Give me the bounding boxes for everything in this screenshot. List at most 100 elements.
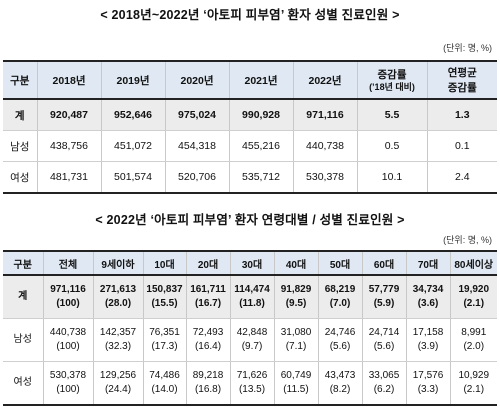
table-cell: 952,646: [100, 99, 165, 131]
table2-row-total: 계 971,116 (100) 271,613 (28.0) 150,837 (15.5) 1…: [3, 275, 497, 319]
cell-count: 142,357: [99, 327, 137, 338]
row-label: 남성: [3, 318, 43, 362]
table1-header: 2018년: [36, 60, 101, 100]
table-cell: 451,072: [100, 130, 165, 162]
cell-percent: (11.5): [283, 384, 309, 395]
table-cell: 0.5: [356, 130, 427, 162]
cell-count: 57,779: [368, 284, 400, 295]
table2-header-row: 구분 전체 9세이하 10대 20대 30대 40대 50대 60대 70대 8…: [3, 250, 497, 276]
table-cell: 0.1: [426, 130, 497, 162]
table1-row-female: 여성 481,731 501,574 520,706 535,712 530,3…: [3, 161, 497, 194]
table-cell: 17,576 (3.3): [405, 361, 450, 406]
table-cell: 501,574: [100, 161, 165, 194]
cell-percent: (15.5): [151, 298, 178, 309]
cell-count: 17,576: [412, 370, 444, 381]
cell-count: 440,738: [49, 327, 87, 338]
table2-header: 구분: [3, 250, 43, 276]
table-cell: 17,158 (3.9): [405, 318, 450, 362]
table-cell: 440,738: [292, 130, 357, 162]
cell-percent: (7.0): [329, 298, 351, 309]
cell-percent: (17.3): [151, 341, 178, 352]
table1-unit: (단위: 명, %): [443, 43, 492, 53]
table2-header: 전체: [42, 250, 93, 276]
table-cell: 2.4: [426, 161, 497, 194]
cell-percent: (13.5): [238, 384, 266, 395]
table-cell: 455,216: [228, 130, 293, 162]
table-cell: 129,256 (24.4): [92, 361, 143, 406]
table-cell: 990,928: [228, 99, 293, 131]
row-label: 여성: [3, 161, 37, 194]
table-cell: 91,829 (9.5): [273, 275, 318, 319]
row-label: 남성: [3, 130, 37, 162]
table-cell: 5.5: [356, 99, 427, 131]
cell-count: 42,848: [236, 327, 268, 338]
table-cell: 72,493 (16.4): [185, 318, 230, 362]
table-cell: 440,738 (100): [42, 318, 93, 362]
cell-percent: (2.0): [463, 341, 485, 352]
cell-count: 24,746: [324, 327, 356, 338]
cell-percent: (100): [56, 384, 80, 395]
table2-unit: (단위: 명, %): [443, 235, 492, 245]
cell-percent: (2.1): [463, 298, 485, 309]
cell-percent: (32.3): [104, 341, 132, 352]
table2-header: 10대: [142, 250, 186, 276]
cell-percent: (11.8): [239, 298, 265, 309]
cell-count: 530,378: [49, 370, 87, 381]
cell-percent: (5.9): [373, 298, 395, 309]
cell-percent: (28.0): [104, 298, 132, 309]
cell-count: 74,486: [149, 370, 180, 381]
cell-percent: (7.1): [285, 341, 307, 352]
header-line: 연평균: [447, 67, 477, 79]
cell-count: 89,218: [192, 370, 224, 381]
table-cell: 971,116 (100): [42, 275, 93, 319]
table1-header: 2019년: [100, 60, 165, 100]
cell-count: 161,711: [190, 284, 226, 295]
table-cell: 10.1: [356, 161, 427, 194]
gender-patients-table: 구분 2018년 2019년 2020년 2021년 2022년 증감률 (’1…: [3, 60, 497, 194]
table1-header-change-rate: 증감률 (’18년 대비): [356, 60, 427, 100]
table-cell: 19,920 (2.1): [449, 275, 497, 319]
table-cell: 535,712: [228, 161, 293, 194]
table-cell: 971,116: [292, 99, 357, 131]
cell-count: 19,920: [458, 284, 490, 295]
row-label: 계: [3, 275, 43, 319]
header-line: 증감률: [377, 69, 407, 81]
table-cell: 31,080 (7.1): [273, 318, 318, 362]
table-cell: 438,756: [36, 130, 101, 162]
cell-count: 24,714: [368, 327, 400, 338]
cell-count: 129,256: [99, 370, 137, 381]
table-cell: 481,731: [36, 161, 101, 194]
cell-percent: (100): [56, 341, 80, 352]
table1-header: 구분: [3, 60, 37, 100]
table-cell: 920,487: [36, 99, 101, 131]
cell-count: 114,474: [234, 284, 270, 295]
table2-header: 60대: [361, 250, 406, 276]
table-cell: 74,486 (14.0): [142, 361, 186, 406]
cell-count: 271,613: [99, 284, 137, 295]
cell-count: 76,351: [149, 327, 180, 338]
table2-header: 50대: [317, 250, 362, 276]
cell-percent: (14.0): [151, 384, 178, 395]
table1-row-male: 남성 438,756 451,072 454,318 455,216 440,7…: [3, 130, 497, 162]
cell-percent: (9.7): [241, 341, 263, 352]
table2-row-male: 남성 440,738 (100) 142,357 (32.3) 76,351 (17.3) 7…: [3, 318, 497, 362]
cell-count: 60,749: [280, 370, 312, 381]
cell-count: 17,158: [412, 327, 444, 338]
table-cell: 34,734 (3.6): [405, 275, 450, 319]
cell-percent: (3.9): [417, 341, 439, 352]
cell-percent: (9.5): [285, 298, 307, 309]
cell-percent: (100): [56, 298, 80, 309]
cell-count: 8,991: [461, 327, 487, 338]
table1-header: 2022년: [292, 60, 357, 100]
table2-header: 9세이하: [92, 250, 143, 276]
table2-row-female: 여성 530,378 (100) 129,256 (24.4) 74,486 (14.0) 8…: [3, 361, 497, 406]
table-cell: 530,378 (100): [42, 361, 93, 406]
table-cell: 42,848 (9.7): [229, 318, 274, 362]
cell-percent: (6.2): [373, 384, 395, 395]
table-cell: 142,357 (32.3): [92, 318, 143, 362]
table-cell: 68,219 (7.0): [317, 275, 362, 319]
cell-percent: (2.1): [463, 384, 485, 395]
table-cell: 89,218 (16.8): [185, 361, 230, 406]
table-cell: 24,746 (5.6): [317, 318, 362, 362]
table-cell: 271,613 (28.0): [92, 275, 143, 319]
